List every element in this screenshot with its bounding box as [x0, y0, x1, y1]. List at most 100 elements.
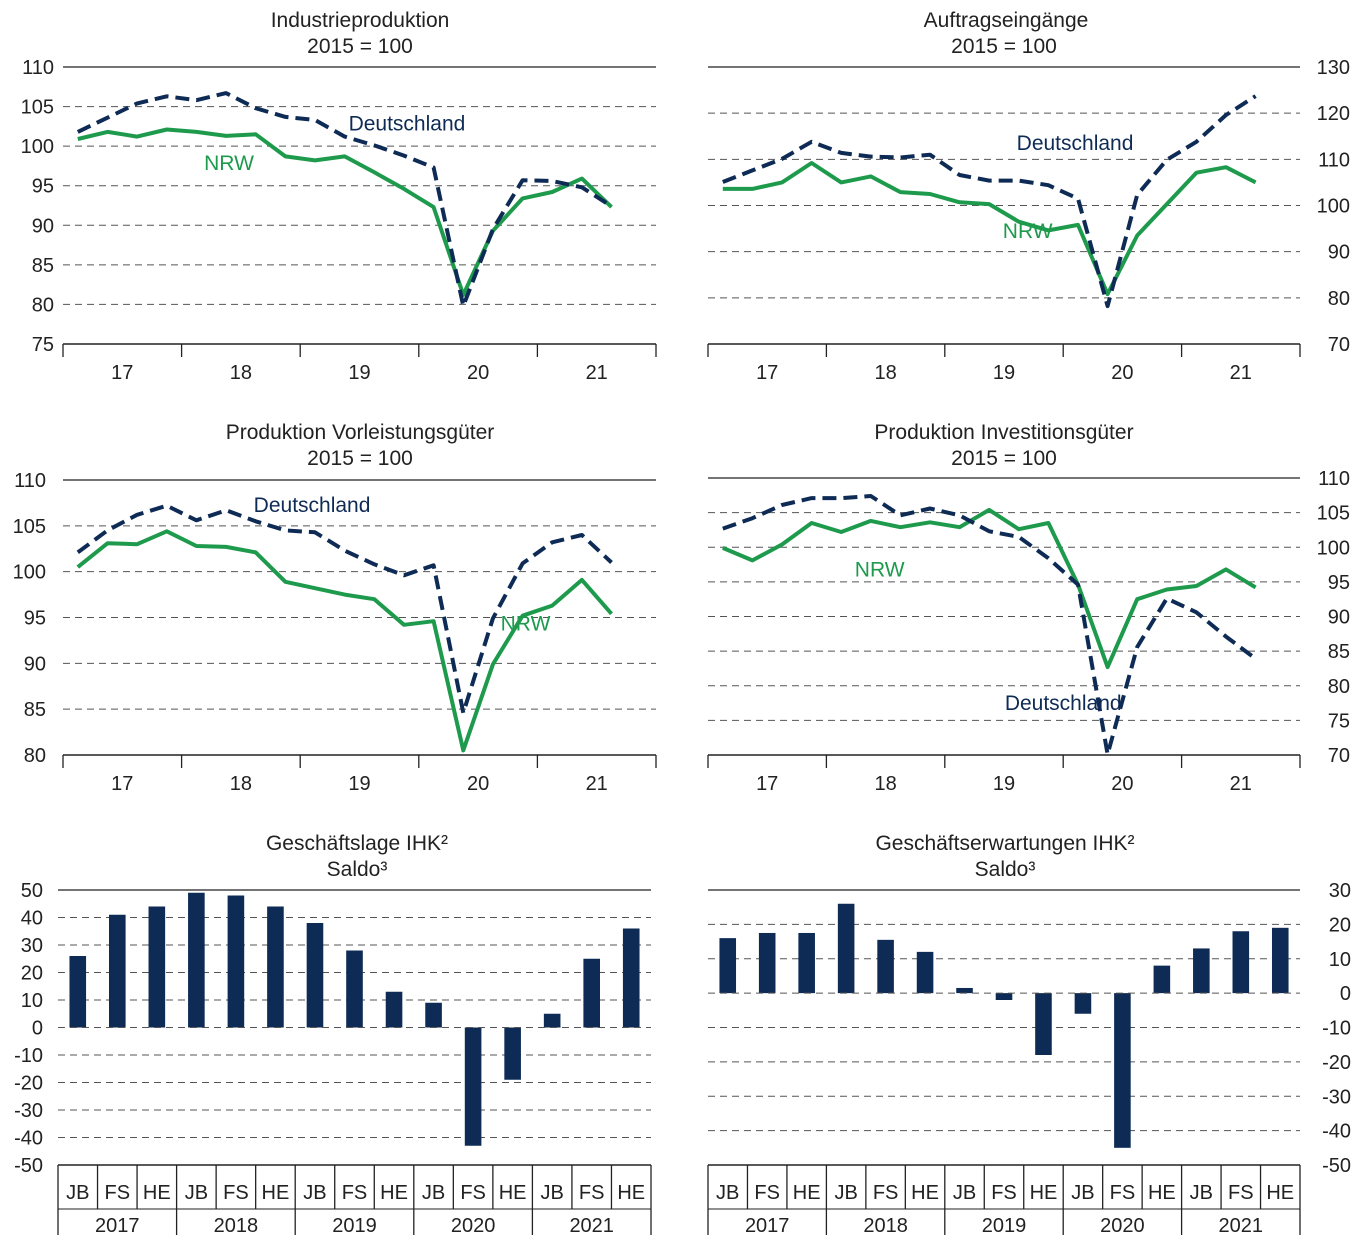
chart-title: Produktion Investitionsgüter	[874, 421, 1133, 444]
y-tick-label: 10	[21, 990, 43, 1012]
y-tick-label: 50	[21, 880, 43, 902]
series-label-deutschland: Deutschland	[1017, 132, 1134, 155]
y-tick-label: 95	[1328, 572, 1350, 594]
bar	[69, 956, 87, 1028]
bar	[1035, 993, 1052, 1055]
x-category-label: FS	[1228, 1182, 1254, 1204]
series-line-nrw	[76, 529, 614, 753]
y-tick-label: 95	[24, 608, 46, 630]
x-category-label: FS	[105, 1182, 131, 1204]
chart-panel-geschaeftslage: Geschäftslage IHK² Saldo³ 50 40 30 20 10 0 -10…	[14, 832, 652, 1237]
chart-subtitle: 2015 = 100	[951, 447, 1057, 470]
x-tick-label: 17	[756, 773, 778, 795]
bar	[877, 939, 894, 994]
x-tick-label: 19	[993, 773, 1015, 795]
y-tick-label: 110	[1318, 149, 1350, 171]
chart-subtitle: 2015 = 100	[951, 35, 1057, 58]
y-tick-label: 90	[1328, 607, 1350, 629]
bar	[1153, 965, 1171, 994]
series-line-deutschland	[76, 503, 613, 715]
x-category-label: HE	[911, 1182, 939, 1204]
y-tick-label: 75	[32, 334, 54, 356]
y-tick-label: 80	[1328, 288, 1350, 310]
plot-area: 110 105 100 95 90 85 80 17 18 19 20 21 NRW Deutschlan…	[13, 470, 657, 795]
y-tick-label: 30	[1329, 880, 1351, 902]
y-tick-label: 80	[24, 745, 46, 767]
plot-area: 110 105 100 95 90 85 80 75 70 17 18 19 20 21 NRW Deutsc…	[707, 468, 1350, 795]
bar	[837, 903, 855, 994]
y-tick-label: 105	[21, 97, 54, 119]
x-year-label: 2020	[1100, 1215, 1145, 1237]
x-tick-label: 20	[467, 362, 489, 384]
chart-panel-auftragseingaenge: Auftragseingänge 2015 = 100 130 120 110 100…	[707, 9, 1350, 384]
y-tick-label: 30	[21, 935, 43, 957]
x-category-label: JB	[834, 1182, 857, 1204]
chart-panel-industrieproduktion: Industrieproduktion 2015 = 100 110 105 100…	[21, 9, 657, 384]
bar	[1232, 931, 1250, 994]
y-tick-label: -30	[14, 1100, 43, 1122]
series-line-deutschland	[722, 94, 1257, 309]
x-tick-label: 21	[1230, 362, 1252, 384]
chart-panel-geschaeftserwartungen: Geschäftserwartungen IHK² Saldo³ 30 20 10 0…	[707, 832, 1351, 1237]
y-tick-label: 95	[32, 176, 54, 198]
x-year-label: 2018	[863, 1215, 908, 1237]
x-year-label: 2021	[1219, 1215, 1264, 1237]
series-label-nrw: NRW	[501, 612, 551, 635]
plot-area: 110 105 100 95 90 85 80 75 17 18 19 20 21 NRW Deutschl…	[21, 57, 657, 384]
x-category-label: JB	[185, 1182, 208, 1204]
bar	[385, 991, 403, 1028]
x-category-label: HE	[617, 1182, 645, 1204]
plot-area: 30 20 10 0 -10 -20 -30 -40 -50 JB FS HE JB FS HE JB FS HE…	[707, 880, 1351, 1237]
y-tick-label: 80	[32, 294, 54, 316]
chart-panel-investitionsgueter: Produktion Investitionsgüter 2015 = 100 …	[707, 421, 1350, 795]
x-tick-label: 18	[874, 362, 896, 384]
x-category-label: FS	[873, 1182, 899, 1204]
x-category-label: FS	[223, 1182, 249, 1204]
x-tick-label: 20	[1111, 773, 1133, 795]
x-category-label: JB	[422, 1182, 445, 1204]
y-tick-label: 120	[1317, 103, 1350, 125]
bar	[956, 987, 973, 994]
y-tick-label: 105	[13, 516, 46, 538]
chart-subtitle: Saldo³	[327, 858, 388, 881]
y-tick-label: -10	[14, 1045, 43, 1067]
x-tick-label: 18	[230, 362, 252, 384]
bar	[188, 892, 205, 1028]
x-year-label: 2017	[745, 1215, 790, 1237]
bar	[148, 906, 166, 1028]
x-category-label: JB	[953, 1182, 976, 1204]
x-tick-label: 17	[111, 362, 133, 384]
series-label-nrw: NRW	[204, 152, 254, 175]
chart-subtitle: 2015 = 100	[307, 35, 413, 58]
chart-subtitle: 2015 = 100	[307, 447, 413, 470]
y-tick-label: 0	[1340, 983, 1351, 1005]
bar	[1193, 948, 1210, 994]
series-label-nrw: NRW	[1003, 220, 1053, 243]
x-tick-label: 21	[586, 773, 608, 795]
y-tick-label: 85	[24, 699, 46, 721]
y-tick-label: 130	[1317, 57, 1350, 79]
bar	[916, 951, 934, 994]
bar	[464, 1027, 482, 1146]
plot-area: 50 40 30 20 10 0 -10 -20 -30 -40 -50 JB FS HE JB FS HE JB…	[14, 880, 652, 1237]
chart-title: Geschäftslage IHK²	[266, 832, 448, 855]
y-tick-label: 100	[13, 562, 46, 584]
y-tick-label: 10	[1329, 949, 1351, 971]
x-tick-label: 21	[1230, 773, 1252, 795]
y-tick-label: 70	[1328, 745, 1350, 767]
x-tick-label: 20	[1111, 362, 1133, 384]
series-label-deutschland: Deutschland	[1005, 692, 1122, 715]
chart-title: Produktion Vorleistungsgüter	[226, 421, 495, 444]
series-label-nrw: NRW	[855, 558, 905, 581]
series-label-deutschland: Deutschland	[254, 494, 371, 517]
y-tick-label: 85	[1328, 641, 1350, 663]
x-year-label: 2020	[451, 1215, 496, 1237]
y-tick-label: -10	[1322, 1018, 1351, 1040]
y-tick-label: -40	[1322, 1121, 1351, 1143]
x-category-label: JB	[303, 1182, 326, 1204]
y-tick-label: 110	[1318, 468, 1350, 490]
x-tick-label: 18	[874, 773, 896, 795]
x-category-label: HE	[143, 1182, 171, 1204]
series-label-deutschland: Deutschland	[349, 112, 466, 135]
bar	[1074, 993, 1092, 1014]
